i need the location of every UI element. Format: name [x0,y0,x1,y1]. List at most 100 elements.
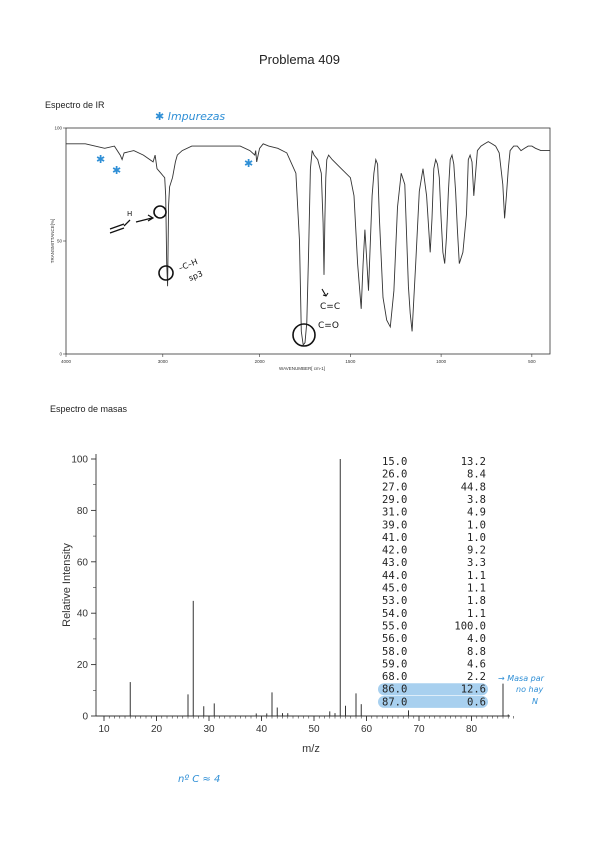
ms-table-mz: 54.0 [382,608,407,620]
ms-table-mz: 15.0 [382,456,407,468]
ms-table-intensity: 9.2 [467,545,486,557]
c-eq-c-label: C=C [320,302,340,312]
ms-table-intensity: 3.8 [467,494,486,506]
ms-peak-table: 15.0 13.2 26.0 8.4 27.0 44.8 29.0 3.8 31.0 4.9 39.… [378,456,488,708]
ms-table-highlight [378,695,488,708]
ms-table-intensity: 8.8 [467,646,486,658]
vinyl-h-label: H [127,210,132,218]
ir-chart: 4000 3000 2000 1500 1000 500 0 50 100 TRANSMITTA… [50,126,551,371]
masa-par-note-1: → Masa par [498,674,545,683]
ms-table-mz: 27.0 [382,481,407,493]
ir-ticks: 4000 3000 2000 1500 1000 500 0 50 100 [54,126,536,365]
ir-y-tick-label: 50 [57,239,63,244]
ms-table-mz: 39.0 [382,519,407,531]
ms-handwritten-notes: → Masa par no hay N nº C ≈ 4 [178,674,545,785]
ir-y-tick-label: 100 [54,126,62,131]
ms-table-highlight [378,683,488,696]
ms-table-mz: 56.0 [382,633,407,645]
ir-spectrum-line [66,141,550,347]
masa-par-note-3: N [532,697,538,706]
ir-section-label: Espectro de IR [45,100,105,110]
c-eq-o-label: C=O [318,321,339,331]
ms-table-mz: 87.0 [382,696,407,708]
ms-x-tick-label: 30 [203,724,215,735]
ir-x-tick-label: 500 [528,359,536,364]
sp3-circle [158,265,174,281]
ms-y-tick-label: 20 [77,660,89,671]
ir-x-axis-label: WAVENUMBER[ cm-1] [279,366,325,371]
ir-x-tick-label: 4000 [61,359,72,364]
ms-table-mz: 43.0 [382,557,407,569]
impurity-star-3: ✱ [244,157,253,170]
ms-y-tick-label: 80 [77,506,89,517]
impurity-star-2: ✱ [112,164,121,177]
page-title: Problema 409 [259,52,340,67]
sp3-label-2: sp3 [187,269,204,283]
ms-table-mz: 68.0 [382,671,407,683]
ms-table-mz: 59.0 [382,658,407,670]
ms-table-intensity: 0.6 [467,696,486,708]
ms-table-mz: 42.0 [382,545,407,557]
ir-x-tick-label: 2000 [255,359,266,364]
cc-arrow [321,288,329,297]
carbonyl-circle [292,323,316,347]
impurezas-note: ✱ Impurezas [155,110,225,123]
ms-table-intensity: 4.0 [467,633,486,645]
ms-table-intensity: 1.0 [467,532,486,544]
ms-table-intensity: 1.1 [467,570,486,582]
ms-table-intensity: 4.9 [467,507,486,519]
ms-x-tick-label: 70 [413,724,425,735]
ms-table-intensity: 1.1 [467,583,486,595]
ms-y-tick-label: 40 [77,609,89,620]
ir-x-tick-label: 3000 [158,359,169,364]
ir-x-tick-label: 1000 [436,359,447,364]
ms-table-intensity: 12.6 [461,684,486,696]
ms-section-label: Espectro de masas [50,404,128,414]
ir-y-axis-label: TRANSMITTANCE[%] [50,219,55,263]
ms-y-axis-label: Relative Intensity [61,543,73,627]
ms-table-mz: 86.0 [382,684,407,696]
ms-x-tick-label: 10 [98,724,110,735]
ir-x-tick-label: 1500 [345,359,356,364]
vinyl-arrow [135,214,155,223]
ms-x-tick-label: 20 [151,724,163,735]
ms-table-intensity: 8.4 [467,469,486,481]
ms-table-intensity: 44.8 [461,481,486,493]
ms-table-mz: 55.0 [382,620,407,632]
masa-par-note-2: no hay [516,685,543,694]
mass-spectrum-chart: 10 20 30 40 50 60 70 80 0 20 40 60 80 100 Relative In… [61,454,514,755]
ms-table-intensity: 2.2 [467,671,486,683]
ms-table-mz: 26.0 [382,469,407,481]
ms-ticks: 10 20 30 40 50 60 70 80 0 20 40 60 80 100 [71,455,514,735]
ms-x-tick-label: 50 [308,724,320,735]
ms-table-mz: 29.0 [382,494,407,506]
ms-table-mz: 31.0 [382,507,407,519]
ms-table-intensity: 1.1 [467,608,486,620]
ms-table-mz: 41.0 [382,532,407,544]
ms-x-tick-label: 40 [256,724,268,735]
ms-table-intensity: 1.0 [467,519,486,531]
ms-y-tick-label: 0 [82,712,88,723]
ms-table-mz: 44.0 [382,570,407,582]
ms-x-tick-label: 80 [466,724,478,735]
ms-table-intensity: 100.0 [454,620,486,632]
ir-plot-frame [65,127,551,355]
ms-table-intensity: 13.2 [461,456,486,468]
ms-x-tick-label: 60 [361,724,373,735]
impurity-star-1: ✱ [96,153,105,166]
ms-table-intensity: 3.3 [467,557,486,569]
ms-bars [129,459,509,716]
ir-handwritten-notes: ✱ Impurezas ✱ ✱ ✱ H –C–H sp3 C=C C=O [96,110,340,347]
carbon-count-note: nº C ≈ 4 [178,774,220,785]
ms-y-tick-label: 100 [71,455,88,466]
ms-table-intensity: 4.6 [467,658,486,670]
ms-table-mz: 58.0 [382,646,407,658]
ir-y-tick-label: 0 [59,352,62,357]
ms-y-tick-label: 60 [77,557,89,568]
vinyl-sketch [109,219,131,234]
ms-table-intensity: 1.8 [467,595,486,607]
ms-table-mz: 53.0 [382,595,407,607]
vinyl-circle [153,205,167,219]
ms-x-axis-label: m/z [302,743,320,755]
